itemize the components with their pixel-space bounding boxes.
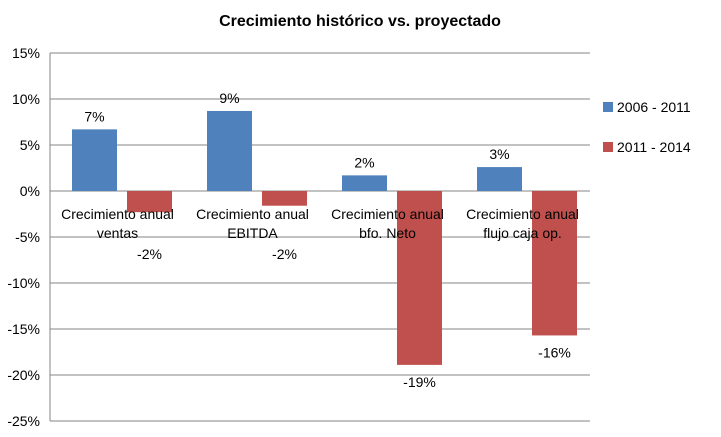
x-tick-label: Crecimiento anual bbox=[61, 206, 174, 222]
data-label: 2% bbox=[354, 154, 374, 170]
bar-1-1 bbox=[262, 191, 307, 206]
legend-label: 2011 - 2014 bbox=[617, 139, 691, 155]
legend-swatch bbox=[603, 102, 613, 112]
x-tick-label: Crecimiento anual bbox=[466, 206, 579, 222]
y-tick-label: -5% bbox=[15, 229, 40, 245]
labels: 7% 9% 2% 3% -2% -2% -19% -16% Crecimiento anual v… bbox=[61, 90, 579, 390]
y-tick-label: -25% bbox=[7, 413, 40, 429]
data-label: -16% bbox=[538, 344, 571, 360]
bar-0-3 bbox=[477, 167, 522, 191]
data-label: 7% bbox=[84, 108, 104, 124]
chart-title: Crecimiento histórico vs. proyectado bbox=[219, 13, 501, 30]
y-tick-label: 10% bbox=[12, 91, 40, 107]
legend: 2006 - 2011 2011 - 2014 bbox=[603, 99, 691, 155]
x-tick-label: bfo. Neto bbox=[359, 225, 416, 241]
data-label: -2% bbox=[272, 246, 297, 262]
bar-0-2 bbox=[342, 175, 387, 191]
y-tick-label: 5% bbox=[20, 137, 40, 153]
x-tick-label: ventas bbox=[97, 225, 138, 241]
grid: 15% 10% 5% 0% -5% -10% -15% -20% -25% bbox=[7, 45, 590, 429]
bars bbox=[72, 110, 577, 365]
bar-1-3 bbox=[532, 191, 577, 336]
data-label: 3% bbox=[489, 146, 509, 162]
y-tick-label: -10% bbox=[7, 275, 40, 291]
data-label: -2% bbox=[137, 246, 162, 262]
y-tick-label: -20% bbox=[7, 367, 40, 383]
x-tick-label: Crecimiento anual bbox=[196, 206, 309, 222]
legend-label: 2006 - 2011 bbox=[617, 99, 691, 115]
bar-0-1 bbox=[207, 110, 252, 191]
bar-0-0 bbox=[72, 129, 117, 191]
data-label: 9% bbox=[219, 90, 239, 106]
y-tick-label: -15% bbox=[7, 321, 40, 337]
x-tick-label: Crecimiento anual bbox=[331, 206, 444, 222]
x-tick-label: EBITDA bbox=[227, 225, 278, 241]
bar-1-2 bbox=[397, 191, 442, 365]
legend-swatch bbox=[603, 142, 613, 152]
y-tick-label: 0% bbox=[20, 183, 40, 199]
bar-1-0 bbox=[127, 191, 172, 213]
data-label: -19% bbox=[403, 374, 436, 390]
x-tick-label: flujo caja op. bbox=[483, 225, 562, 241]
y-tick-label: 15% bbox=[12, 45, 40, 61]
